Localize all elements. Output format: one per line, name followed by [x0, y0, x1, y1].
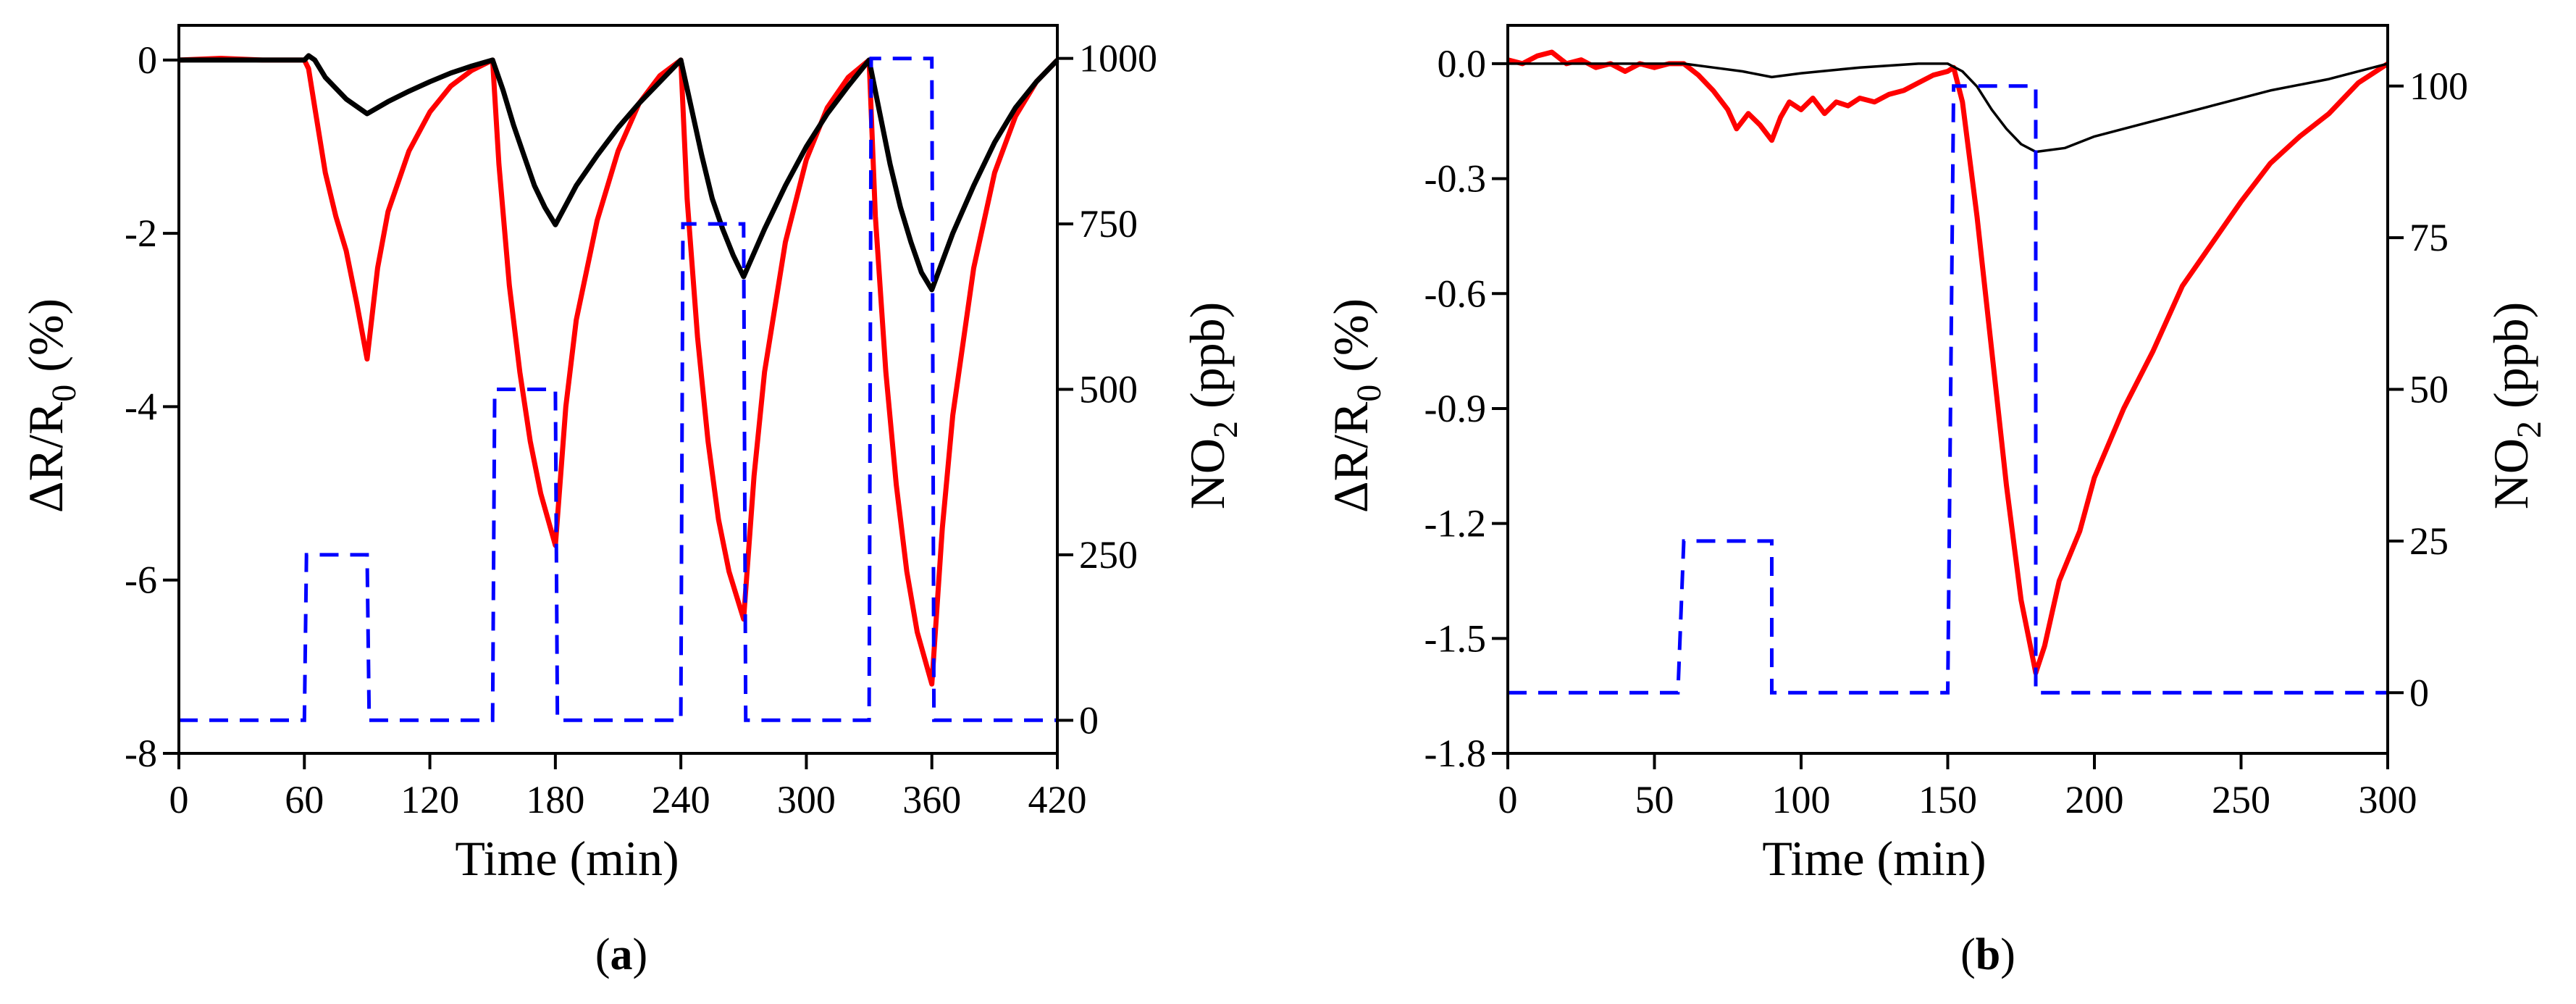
panel-b-x-axis-title: Time (min)	[1762, 831, 1986, 886]
panel-b-series-2-line	[1508, 84, 2388, 695]
panel-a-x-tick-label: 360	[902, 778, 961, 821]
panel-a-plot-frame	[177, 24, 1059, 755]
panel-b-y-left-tick-label: 0.0	[1438, 42, 1487, 85]
panel-b-x-tick-label: 100	[1772, 778, 1831, 821]
panel-a-axes: 0 60 120 180 240 300 360 420 0 -2 -4 -6 -8 1000 750 500…	[125, 24, 1157, 821]
panel-a-x-tick-label: 300	[777, 778, 836, 821]
panel-b-y-right-axis-title: NO2 (ppb)	[2483, 302, 2548, 510]
panel-b-y-left-axis-title: ΔR/R0 (%)	[1323, 298, 1388, 513]
panel-b-label: (b)	[1960, 930, 2015, 979]
panel-b-y-right-title-sub: 2	[2510, 421, 2548, 438]
panel-b-y-right-title-main: NO	[2483, 438, 2538, 509]
panel-a-y-left-title-sub: 0	[45, 385, 83, 402]
panel-b-x-tick-label: 50	[1635, 778, 1674, 821]
panel-a-y-right-tick-label: 750	[1079, 202, 1138, 246]
panel-b-x-tick-label: 0	[1498, 778, 1518, 821]
panel-a-x-tick-label: 240	[652, 778, 710, 821]
panel-b-axes: 0 50 100 150 200 250 3000.0-0.3-0.6-0.9-1.2-1.…	[1425, 24, 2468, 821]
panel-a-x-tick-label: 60	[285, 778, 324, 821]
panel-b-y-left-title-unit: (%)	[1323, 298, 1378, 385]
panel-a-y-right-title-sub: 2	[1207, 421, 1245, 438]
panel-b-y-left-title-sub: 0	[1350, 385, 1388, 402]
panel-b-y-left-tick-label: -0.9	[1425, 387, 1486, 430]
panel-b-y-right-tick-label: 0	[2409, 671, 2429, 714]
panel-a-series-1-line	[179, 53, 1060, 293]
panel-a-y-left-tick-label: -2	[125, 212, 157, 255]
panel-b-y-left-title-main: ΔR/R	[1323, 401, 1378, 513]
panel-b-y-right-tick-label: 100	[2409, 64, 2468, 108]
panel-a-y-left-title-unit: (%)	[18, 298, 73, 385]
panel-a-y-left-axis-title: ΔR/R0 (%)	[18, 298, 83, 513]
panel-a: 0 60 120 180 240 300 360 420 0 -2 -4 -6 -8 1000 750 500…	[18, 24, 1245, 979]
panel-b-y-left-tick-label: -0.6	[1425, 272, 1486, 315]
panel-a-y-right-tick-label: 0	[1079, 698, 1099, 742]
panel-a-y-left-title-main: ΔR/R	[18, 401, 73, 513]
panel-a-x-tick-label: 0	[169, 778, 189, 821]
panel-b-x-tick-label: 250	[2212, 778, 2270, 821]
panel-a-series-0-line	[178, 56, 1060, 687]
panel-b-y-right-title-unit: (ppb)	[2483, 302, 2538, 421]
panel-b: 0 50 100 150 200 250 3000.0-0.3-0.6-0.9-1.2-1.…	[1323, 24, 2548, 979]
panel-a-y-right-title-main: NO	[1180, 438, 1235, 509]
panel-b-y-left-tick-label: -0.3	[1425, 157, 1486, 201]
panel-a-series	[178, 53, 1060, 722]
panel-a-x-tick-label: 180	[526, 778, 584, 821]
panel-b-series-0-line	[1507, 49, 2389, 676]
panel-a-y-right-title-unit: (ppb)	[1180, 302, 1235, 421]
panel-b-series-1-line	[1508, 62, 2388, 154]
panel-b-y-left-tick-label: -1.5	[1425, 616, 1486, 660]
panel-a-label: (a)	[595, 930, 647, 979]
panel-a-y-right-tick-label: 500	[1079, 368, 1138, 411]
panel-b-x-tick-label: 150	[1918, 778, 1977, 821]
panel-a-y-left-tick-label: -6	[125, 559, 157, 602]
panel-b-x-tick-label: 200	[2065, 778, 2124, 821]
panel-a-x-axis-title: Time (min)	[455, 831, 679, 886]
panel-b-y-right-tick-label: 50	[2409, 368, 2449, 411]
panel-b-y-left-tick-label: -1.2	[1425, 502, 1486, 545]
panel-b-plot-frame	[1506, 24, 2389, 755]
panel-a-y-left-tick-label: -4	[125, 385, 157, 428]
panel-a-y-left-tick-label: 0	[138, 38, 157, 82]
panel-b-y-right-tick-label: 25	[2409, 519, 2449, 563]
panel-a-y-right-tick-label: 250	[1079, 533, 1138, 577]
panel-a-y-right-axis-title: NO2 (ppb)	[1180, 302, 1245, 510]
panel-a-x-tick-label: 120	[400, 778, 459, 821]
panel-b-y-right-tick-label: 75	[2409, 216, 2449, 259]
panel-b-y-left-tick-label: -1.8	[1425, 732, 1486, 775]
panel-a-series-2-line	[179, 57, 1057, 722]
panel-a-x-tick-label: 420	[1028, 778, 1087, 821]
panel-a-y-right-tick-label: 1000	[1079, 37, 1157, 80]
panel-a-y-left-tick-label: -8	[125, 732, 157, 775]
panel-b-series	[1507, 49, 2389, 695]
panel-b-x-tick-label: 300	[2359, 778, 2417, 821]
